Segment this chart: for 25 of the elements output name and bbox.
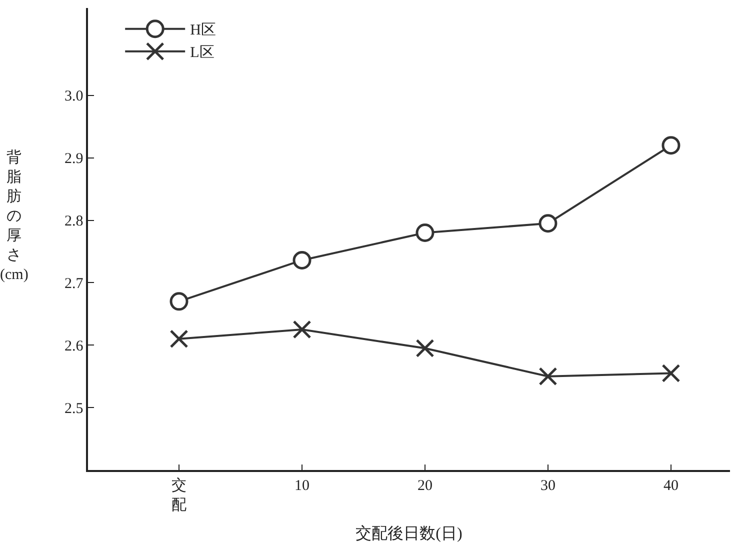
y-tick-label: 2.8 bbox=[64, 214, 84, 230]
x-tick-label: 40 bbox=[663, 478, 678, 494]
x-tick-label: 交配 bbox=[172, 476, 187, 514]
point bbox=[538, 367, 558, 386]
point bbox=[170, 330, 188, 348]
y-tick-label: 2.9 bbox=[64, 151, 84, 168]
x-axis-title: 交配後日数(日) bbox=[356, 524, 462, 542]
y-tick-label: 3.0 bbox=[64, 88, 84, 105]
point bbox=[292, 320, 312, 339]
point bbox=[292, 250, 312, 270]
point bbox=[538, 214, 558, 233]
point bbox=[416, 224, 434, 242]
y-tick-label: 2.5 bbox=[64, 400, 84, 417]
x-tick-label: 10 bbox=[294, 478, 310, 494]
point bbox=[662, 136, 680, 155]
y-axis-title: 背脂肪の厚さ(cm) bbox=[0, 149, 28, 283]
legend-label: L区 bbox=[190, 45, 214, 62]
y-tick-label: 2.6 bbox=[64, 338, 84, 354]
point bbox=[416, 339, 434, 358]
x-tick-label: 30 bbox=[540, 478, 556, 494]
y-tick-label: 2.7 bbox=[64, 276, 84, 292]
point bbox=[662, 364, 680, 382]
point bbox=[170, 292, 188, 311]
legend-label: H区 bbox=[190, 22, 216, 39]
x-tick-label: 20 bbox=[417, 478, 432, 494]
